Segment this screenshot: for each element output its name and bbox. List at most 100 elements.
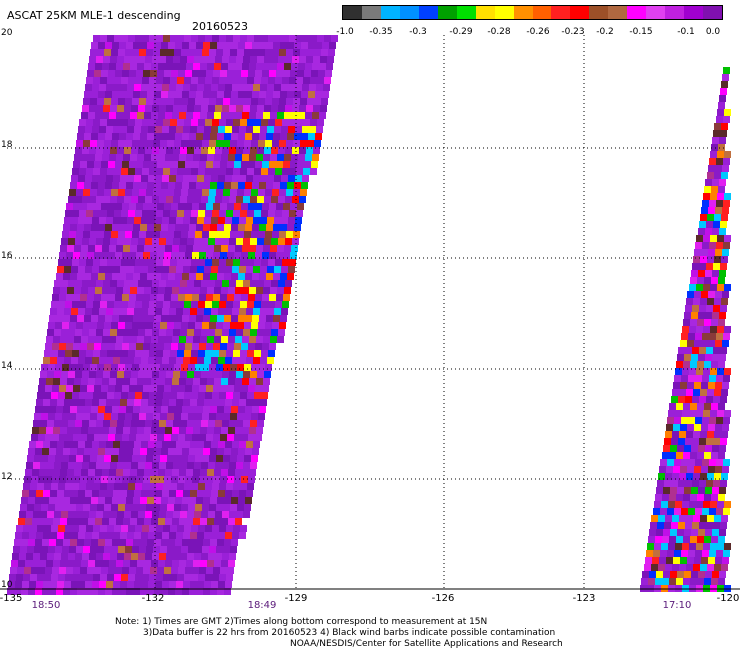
swath-pixel bbox=[244, 49, 251, 56]
swath-pixel bbox=[172, 63, 179, 70]
swath-pixel bbox=[138, 553, 145, 560]
swath-pixel bbox=[153, 189, 160, 196]
swath-pixel bbox=[705, 445, 712, 452]
swath-pixel bbox=[263, 378, 270, 385]
swath-pixel bbox=[144, 427, 151, 434]
swath-pixel bbox=[65, 350, 72, 357]
swath-pixel bbox=[172, 560, 179, 567]
swath-pixel bbox=[176, 84, 183, 91]
swath-pixel bbox=[151, 63, 158, 70]
swath-pixel bbox=[207, 336, 214, 343]
swath-pixel bbox=[723, 67, 730, 74]
swath-pixel bbox=[109, 245, 116, 252]
swath-pixel bbox=[210, 539, 217, 546]
swath-pixel bbox=[243, 196, 250, 203]
swath-pixel bbox=[211, 217, 218, 224]
swath-pixel bbox=[238, 315, 245, 322]
swath-pixel bbox=[37, 525, 44, 532]
swath-pixel bbox=[312, 112, 319, 119]
swath-pixel bbox=[268, 77, 275, 84]
swath-pixel bbox=[245, 497, 252, 504]
swath-pixel bbox=[187, 329, 194, 336]
swath-pixel bbox=[170, 525, 177, 532]
swath-pixel bbox=[227, 252, 234, 259]
swath-pixel bbox=[103, 196, 110, 203]
swath-pixel bbox=[54, 511, 61, 518]
swath-pixel bbox=[25, 518, 32, 525]
swath-pixel bbox=[156, 525, 163, 532]
swath-pixel bbox=[279, 140, 286, 147]
swath-pixel bbox=[130, 245, 137, 252]
swath-pixel bbox=[169, 357, 176, 364]
swath-pixel bbox=[225, 581, 232, 588]
swath-pixel bbox=[252, 91, 259, 98]
swath-pixel bbox=[175, 133, 182, 140]
swath-pixel bbox=[706, 263, 713, 270]
swath-pixel bbox=[81, 287, 88, 294]
swath-pixel bbox=[699, 438, 706, 445]
swath-pixel bbox=[226, 301, 233, 308]
swath-pixel bbox=[211, 357, 218, 364]
swath-pixel bbox=[238, 273, 245, 280]
swath-pixel bbox=[724, 109, 731, 116]
swath-pixel bbox=[220, 567, 227, 574]
swath-pixel bbox=[244, 364, 251, 371]
swath-pixel bbox=[197, 532, 204, 539]
swath-pixel bbox=[121, 574, 128, 581]
swath-pixel bbox=[724, 235, 731, 242]
swath-pixel bbox=[143, 343, 150, 350]
swath-pixel bbox=[110, 420, 117, 427]
color-scale-swatch bbox=[361, 6, 381, 19]
swath-pixel bbox=[270, 63, 277, 70]
swath-pixel bbox=[253, 217, 260, 224]
swath-pixel bbox=[149, 119, 156, 126]
swath-pixel bbox=[287, 273, 294, 280]
swath-pixel bbox=[103, 511, 110, 518]
swath-pixel bbox=[48, 546, 55, 553]
swath-pixel bbox=[683, 403, 690, 410]
swath-pixel bbox=[78, 266, 85, 273]
swath-pixel bbox=[714, 123, 721, 130]
swath-pixel bbox=[208, 511, 215, 518]
swath-pixel bbox=[697, 319, 704, 326]
swath-pixel bbox=[78, 490, 85, 497]
swath-pixel bbox=[302, 175, 309, 182]
swath-pixel bbox=[166, 56, 173, 63]
swath-pixel bbox=[121, 35, 128, 42]
swath-pixel bbox=[183, 126, 190, 133]
swath-pixel bbox=[200, 518, 207, 525]
swath-pixel bbox=[137, 154, 144, 161]
swath-pixel bbox=[255, 385, 262, 392]
swath-pixel bbox=[126, 539, 133, 546]
swath-pixel bbox=[25, 560, 32, 567]
swath-pixel bbox=[206, 294, 213, 301]
swath-pixel bbox=[680, 557, 687, 564]
swath-pixel bbox=[213, 203, 220, 210]
swath-pixel bbox=[273, 182, 280, 189]
swath-pixel bbox=[200, 560, 207, 567]
swath-pixel bbox=[96, 238, 103, 245]
swath-pixel bbox=[134, 126, 141, 133]
swath-pixel bbox=[116, 518, 123, 525]
swath-pixel bbox=[204, 399, 211, 406]
swath-pixel bbox=[58, 350, 65, 357]
swath-pixel bbox=[121, 259, 128, 266]
swath-pixel bbox=[661, 543, 668, 550]
swath-pixel bbox=[698, 571, 705, 578]
swath-pixel bbox=[717, 193, 724, 200]
swath-pixel bbox=[112, 497, 119, 504]
swath-pixel bbox=[102, 560, 109, 567]
swath-pixel bbox=[228, 336, 235, 343]
swath-pixel bbox=[214, 427, 221, 434]
swath-pixel bbox=[151, 154, 158, 161]
swath-pixel bbox=[648, 578, 655, 585]
swath-pixel bbox=[127, 217, 134, 224]
swath-pixel bbox=[236, 371, 243, 378]
swath-pixel bbox=[116, 245, 123, 252]
swath-pixel bbox=[8, 581, 15, 588]
swath-pixel bbox=[216, 98, 223, 105]
swath-pixel bbox=[717, 543, 724, 550]
swath-pixel bbox=[214, 287, 221, 294]
swath-pixel bbox=[76, 322, 83, 329]
swath-pixel bbox=[171, 203, 178, 210]
